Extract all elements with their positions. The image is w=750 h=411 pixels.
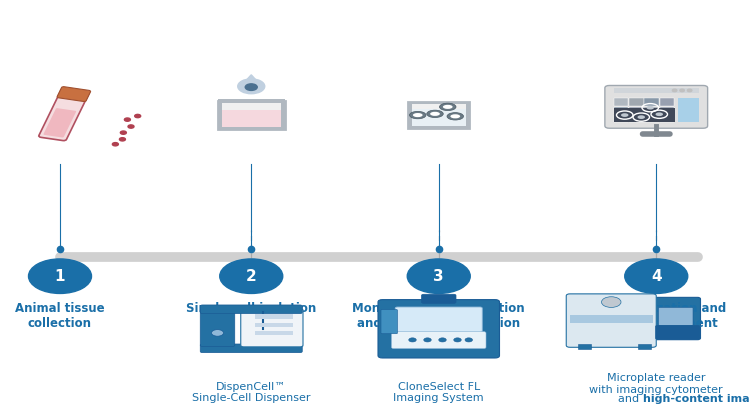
- Circle shape: [407, 259, 470, 293]
- Ellipse shape: [413, 113, 422, 117]
- Bar: [638, 344, 651, 349]
- Circle shape: [119, 138, 125, 141]
- Bar: [614, 115, 628, 122]
- Ellipse shape: [430, 112, 439, 116]
- Circle shape: [220, 259, 283, 293]
- Ellipse shape: [656, 113, 663, 116]
- Ellipse shape: [621, 113, 628, 117]
- Bar: [280, 101, 285, 129]
- FancyBboxPatch shape: [217, 101, 285, 129]
- Text: CloneSelect FL
Imaging System: CloneSelect FL Imaging System: [394, 382, 484, 403]
- Circle shape: [128, 125, 134, 128]
- Bar: [255, 323, 292, 327]
- Bar: [614, 108, 675, 122]
- Bar: [217, 127, 285, 129]
- Bar: [614, 106, 628, 114]
- Bar: [220, 110, 282, 128]
- FancyBboxPatch shape: [566, 294, 656, 347]
- Bar: [660, 106, 674, 114]
- FancyBboxPatch shape: [378, 300, 500, 358]
- Text: Single-cell isolation: Single-cell isolation: [186, 302, 316, 315]
- Circle shape: [439, 338, 446, 342]
- Polygon shape: [241, 75, 262, 86]
- Ellipse shape: [638, 115, 645, 119]
- Circle shape: [112, 143, 118, 146]
- Bar: [678, 98, 699, 122]
- Text: DispenCell™
Single-Cell Dispenser: DispenCell™ Single-Cell Dispenser: [192, 382, 310, 403]
- FancyBboxPatch shape: [200, 305, 302, 314]
- Ellipse shape: [646, 106, 654, 109]
- FancyBboxPatch shape: [422, 294, 456, 303]
- Circle shape: [409, 338, 416, 342]
- Text: 4: 4: [651, 269, 662, 284]
- Circle shape: [454, 338, 461, 342]
- FancyBboxPatch shape: [44, 108, 76, 138]
- Circle shape: [211, 330, 223, 336]
- Text: high-content imager: high-content imager: [643, 395, 750, 404]
- Circle shape: [28, 259, 92, 293]
- Bar: [614, 88, 699, 93]
- Bar: [614, 98, 628, 106]
- FancyBboxPatch shape: [408, 102, 470, 128]
- Ellipse shape: [440, 103, 456, 111]
- Circle shape: [120, 131, 126, 134]
- FancyBboxPatch shape: [658, 307, 693, 326]
- Text: and: and: [618, 395, 643, 404]
- Text: Microplate reader
with imaging cytometer: Microplate reader with imaging cytometer: [590, 374, 723, 395]
- FancyBboxPatch shape: [241, 309, 303, 347]
- FancyBboxPatch shape: [395, 307, 482, 332]
- Circle shape: [135, 114, 141, 118]
- Bar: [629, 115, 644, 122]
- FancyBboxPatch shape: [39, 88, 89, 141]
- FancyBboxPatch shape: [392, 332, 486, 349]
- Text: 1: 1: [55, 269, 65, 284]
- Circle shape: [672, 89, 676, 92]
- Text: Animal tissue
collection: Animal tissue collection: [15, 302, 105, 330]
- Text: 3: 3: [433, 269, 444, 284]
- Text: 2: 2: [246, 269, 256, 284]
- Circle shape: [124, 118, 130, 121]
- Bar: [644, 115, 659, 122]
- Circle shape: [238, 79, 265, 94]
- FancyBboxPatch shape: [200, 309, 235, 346]
- FancyBboxPatch shape: [381, 309, 398, 334]
- Bar: [629, 106, 644, 114]
- FancyBboxPatch shape: [57, 87, 91, 102]
- FancyBboxPatch shape: [656, 326, 700, 339]
- Text: Monoclonality verification
and growth optimization: Monoclonality verification and growth op…: [352, 302, 525, 330]
- Bar: [217, 99, 285, 103]
- FancyBboxPatch shape: [651, 298, 700, 339]
- Circle shape: [465, 338, 472, 342]
- Circle shape: [687, 89, 692, 92]
- Bar: [217, 101, 222, 129]
- Ellipse shape: [442, 105, 452, 109]
- Ellipse shape: [427, 110, 443, 118]
- Bar: [644, 98, 659, 106]
- FancyBboxPatch shape: [604, 85, 708, 128]
- Circle shape: [680, 89, 684, 92]
- Circle shape: [602, 297, 621, 307]
- Bar: [466, 102, 470, 128]
- Circle shape: [245, 84, 257, 90]
- Text: Characterization and
safety assessment: Characterization and safety assessment: [586, 302, 726, 330]
- Circle shape: [625, 259, 688, 293]
- Circle shape: [424, 338, 431, 342]
- Bar: [255, 314, 292, 319]
- Ellipse shape: [410, 111, 426, 119]
- Bar: [255, 331, 292, 335]
- Ellipse shape: [450, 114, 460, 118]
- Bar: [660, 115, 674, 122]
- Bar: [408, 102, 412, 128]
- FancyBboxPatch shape: [200, 344, 302, 353]
- Bar: [411, 109, 466, 127]
- Bar: [644, 106, 659, 114]
- Bar: [629, 98, 644, 106]
- Ellipse shape: [447, 113, 464, 120]
- Bar: [578, 344, 591, 349]
- Bar: [408, 102, 470, 104]
- Bar: [570, 315, 652, 323]
- Bar: [408, 126, 470, 128]
- Bar: [660, 98, 674, 106]
